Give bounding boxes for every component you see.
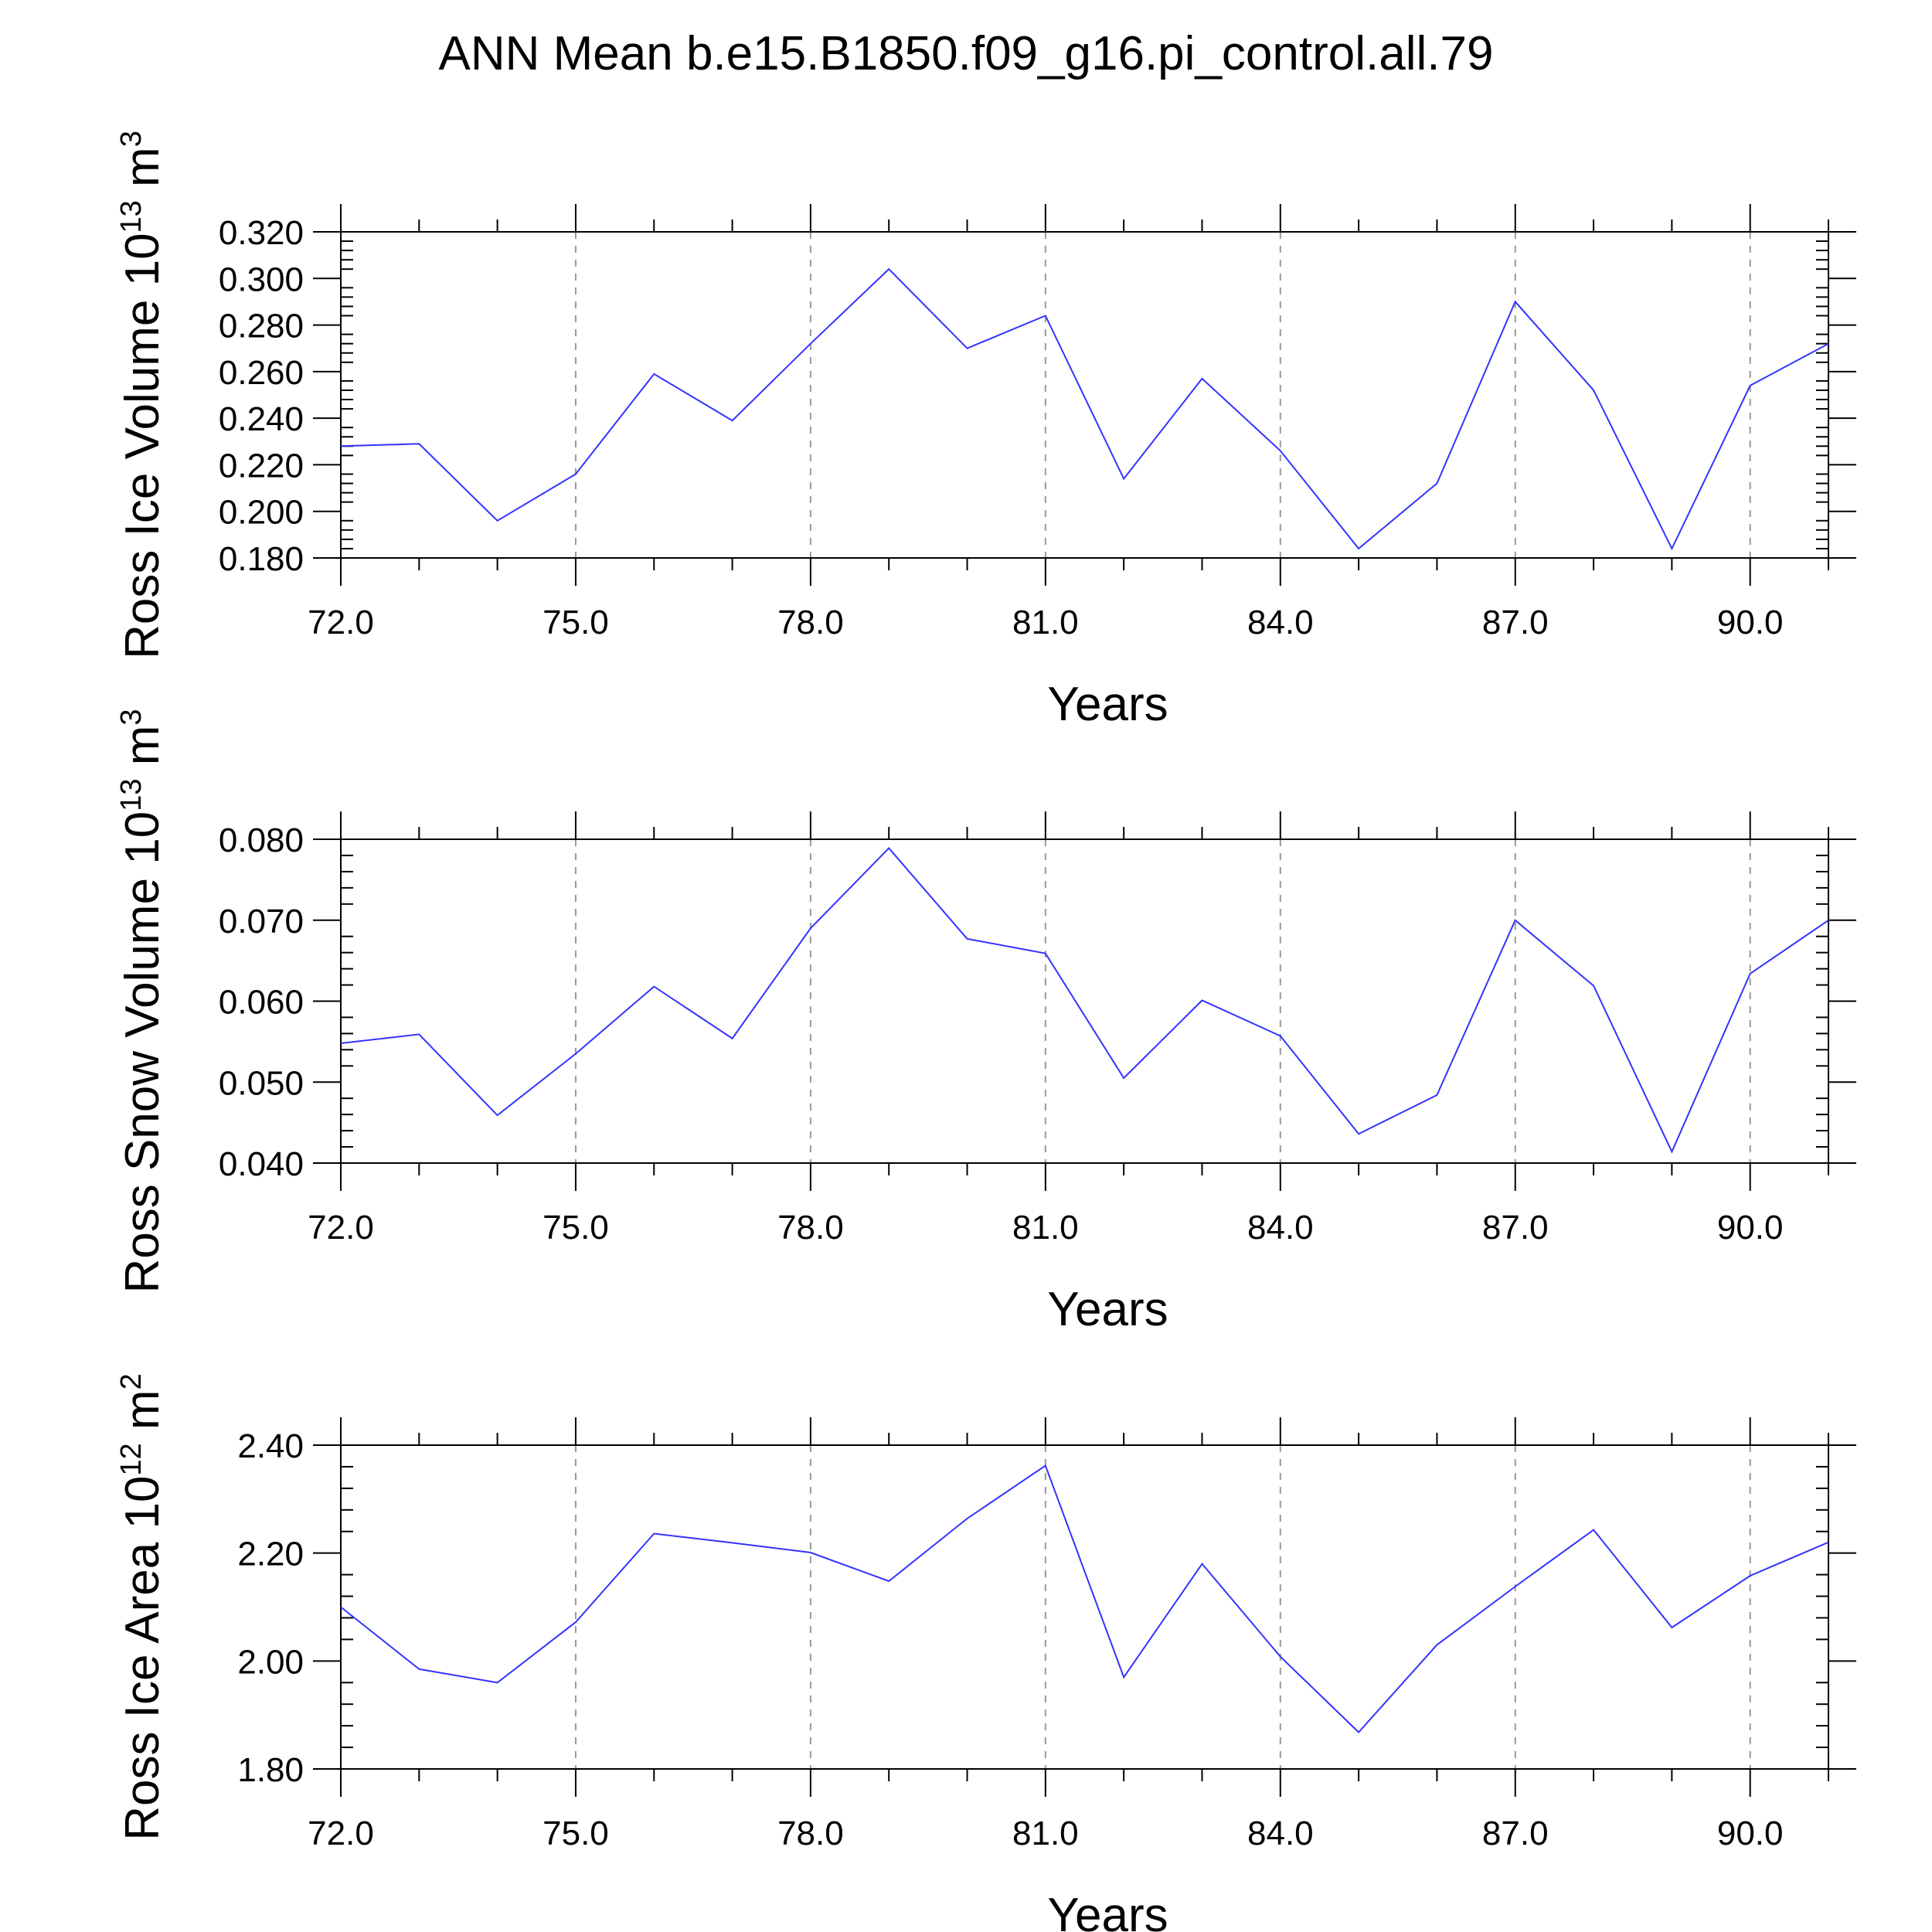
y-tick-label: 1.80 — [237, 1751, 304, 1789]
y-axis-title: Ross Ice Area 1012 m2 — [115, 1373, 169, 1840]
y-tick-label: 0.280 — [219, 308, 304, 345]
figure-title: ANN Mean b.e15.B1850.f09_g16.pi_control.… — [439, 27, 1494, 80]
y-tick-label: 2.20 — [237, 1536, 304, 1573]
x-tick-label: 81.0 — [1012, 1209, 1079, 1247]
x-tick-label: 75.0 — [543, 1209, 609, 1247]
y-tick-label: 0.060 — [219, 984, 304, 1022]
x-tick-label: 78.0 — [777, 1815, 844, 1852]
y-axis-title-superscript: 13 — [115, 200, 148, 233]
x-tick-label: 90.0 — [1717, 1815, 1784, 1852]
panel-3: 1.80 2.00 2.20 2.40 72.0 75.0 78.0 81.0 84.0 87.0… — [115, 1373, 1856, 1932]
y-tick-label: 0.200 — [219, 494, 304, 532]
y-tick-label: 0.050 — [219, 1064, 304, 1102]
y-axis-title-superscript: 12 — [115, 1443, 148, 1475]
x-tick-label: 78.0 — [777, 1209, 844, 1247]
plot-frame — [340, 838, 1829, 1164]
y-axis-title-part: m — [116, 1389, 169, 1443]
x-tick-label: 87.0 — [1482, 1815, 1549, 1852]
x-axis-title: Years — [1047, 1889, 1168, 1932]
y-axis-title-superscript: 3 — [115, 131, 148, 147]
y-axis-title-superscript: 2 — [115, 1373, 148, 1389]
x-tick-label: 84.0 — [1247, 1815, 1314, 1852]
y-axis-title-part: Ross Snow Volume 10 — [116, 811, 169, 1294]
x-tick-label: 72.0 — [308, 604, 374, 641]
y-tick-label: 0.300 — [219, 260, 304, 298]
y-tick-label: 0.080 — [219, 821, 304, 859]
x-tick-label: 72.0 — [308, 1209, 374, 1247]
series-line — [340, 847, 1829, 1154]
plot-frame — [340, 1444, 1829, 1770]
y-tick-label: 0.240 — [219, 400, 304, 438]
y-axis-title-superscript: 3 — [115, 709, 148, 725]
x-tick-label: 75.0 — [543, 1815, 609, 1852]
series-line — [340, 1464, 1829, 1733]
x-tick-label: 90.0 — [1717, 604, 1784, 641]
y-tick-label: 0.040 — [219, 1145, 304, 1183]
plot-frame — [340, 231, 1829, 559]
y-axis-title-superscript: 13 — [115, 778, 148, 811]
y-axis-title-part: m — [116, 726, 169, 779]
x-tick-label: 87.0 — [1482, 604, 1549, 641]
y-tick-label: 0.320 — [219, 214, 304, 252]
y-axis-title: Ross Snow Volume 1013 m3 — [115, 709, 169, 1293]
x-tick-label: 78.0 — [777, 604, 844, 641]
x-tick-label: 87.0 — [1482, 1209, 1549, 1247]
x-tick-label: 81.0 — [1012, 1815, 1079, 1852]
y-tick-label: 0.070 — [219, 903, 304, 940]
x-axis-title: Years — [1047, 1283, 1168, 1336]
x-axis-title: Years — [1047, 678, 1168, 731]
panel-2: 0.040 0.050 0.060 0.070 0.080 72.0 75.0 78.0 81.… — [115, 709, 1856, 1336]
x-tick-label: 81.0 — [1012, 604, 1079, 641]
y-tick-label: 0.220 — [219, 447, 304, 485]
y-axis-title: Ross Ice Volume 1013 m3 — [115, 131, 169, 659]
y-tick-label: 2.40 — [237, 1427, 304, 1465]
x-tick-label: 84.0 — [1247, 1209, 1314, 1247]
y-axis-title-part: Ross Ice Volume 10 — [116, 233, 169, 658]
series-line — [340, 267, 1829, 551]
x-tick-label: 75.0 — [543, 604, 609, 641]
y-axis-title-part: Ross Ice Area 10 — [116, 1476, 169, 1841]
y-tick-label: 0.180 — [219, 540, 304, 578]
x-tick-label: 84.0 — [1247, 604, 1314, 641]
y-tick-label: 2.00 — [237, 1643, 304, 1681]
y-axis-title-part: m — [116, 147, 169, 200]
x-tick-label: 90.0 — [1717, 1209, 1784, 1247]
panel-1: 0.180 0.200 0.220 0.240 0.260 0.280 0.300 0.320… — [115, 131, 1856, 731]
x-tick-label: 72.0 — [308, 1815, 374, 1852]
y-tick-label: 0.260 — [219, 354, 304, 392]
